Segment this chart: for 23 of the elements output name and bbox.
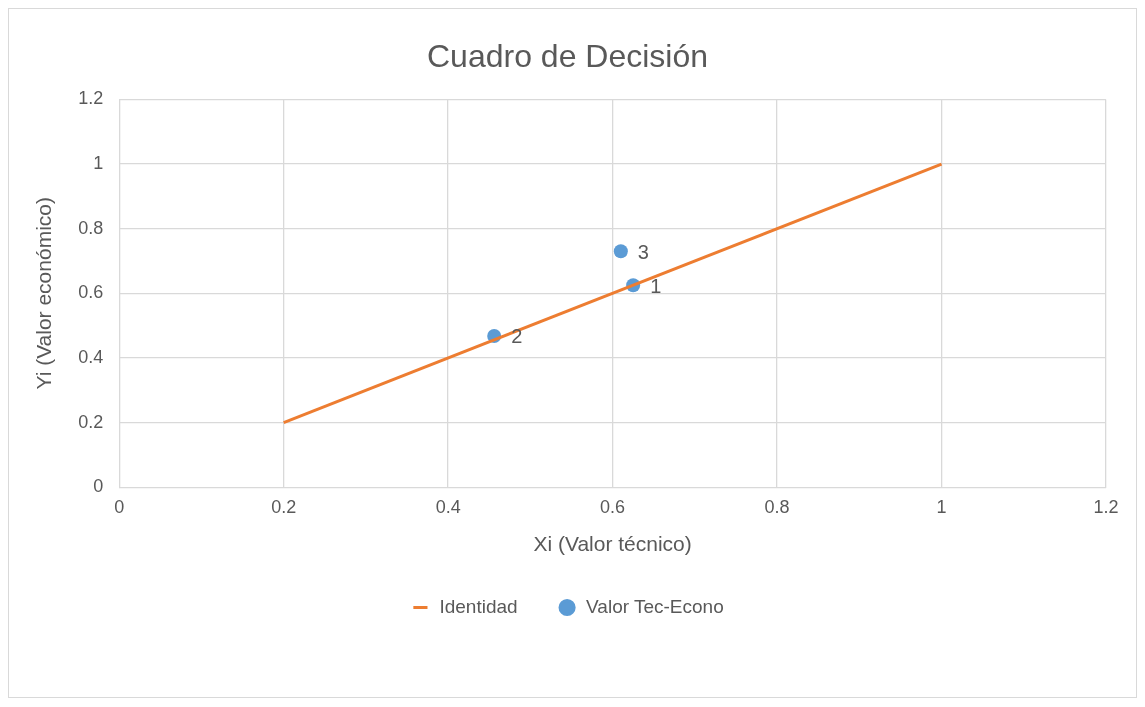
x-axis-title: Xi (Valor técnico): [533, 532, 692, 556]
y-tick-label: 1.2: [78, 88, 104, 109]
y-tick-label: 0.4: [78, 346, 104, 367]
annotation: 2: [511, 325, 523, 348]
y-tick-label: 0.2: [78, 411, 104, 432]
point: [613, 244, 628, 259]
x-tick-label: 0.2: [271, 496, 297, 517]
chart-title: Cuadro de Decisión: [426, 38, 709, 75]
x-tick-label: 0.4: [435, 496, 461, 517]
legend-label: Identidad: [439, 595, 518, 617]
legend-label: Valor Tec-Econo: [586, 595, 724, 617]
x-tick-label: 1: [936, 496, 947, 517]
x-tick-label: 0.8: [764, 496, 790, 517]
y-tick-label: 0.8: [78, 217, 104, 238]
y-tick-label: 0: [93, 476, 104, 497]
x-tick-label: 1.2: [1093, 496, 1119, 517]
y-tick-label: 1: [93, 153, 104, 173]
x-tick-label: 0.6: [600, 496, 626, 517]
y-axis-title: Yi (Valor económico): [32, 197, 56, 390]
y-tick-label: 0.6: [78, 282, 104, 303]
annotation: 3: [637, 240, 649, 263]
x-tick-label: 0: [114, 496, 125, 517]
annotation: 1: [650, 274, 662, 297]
